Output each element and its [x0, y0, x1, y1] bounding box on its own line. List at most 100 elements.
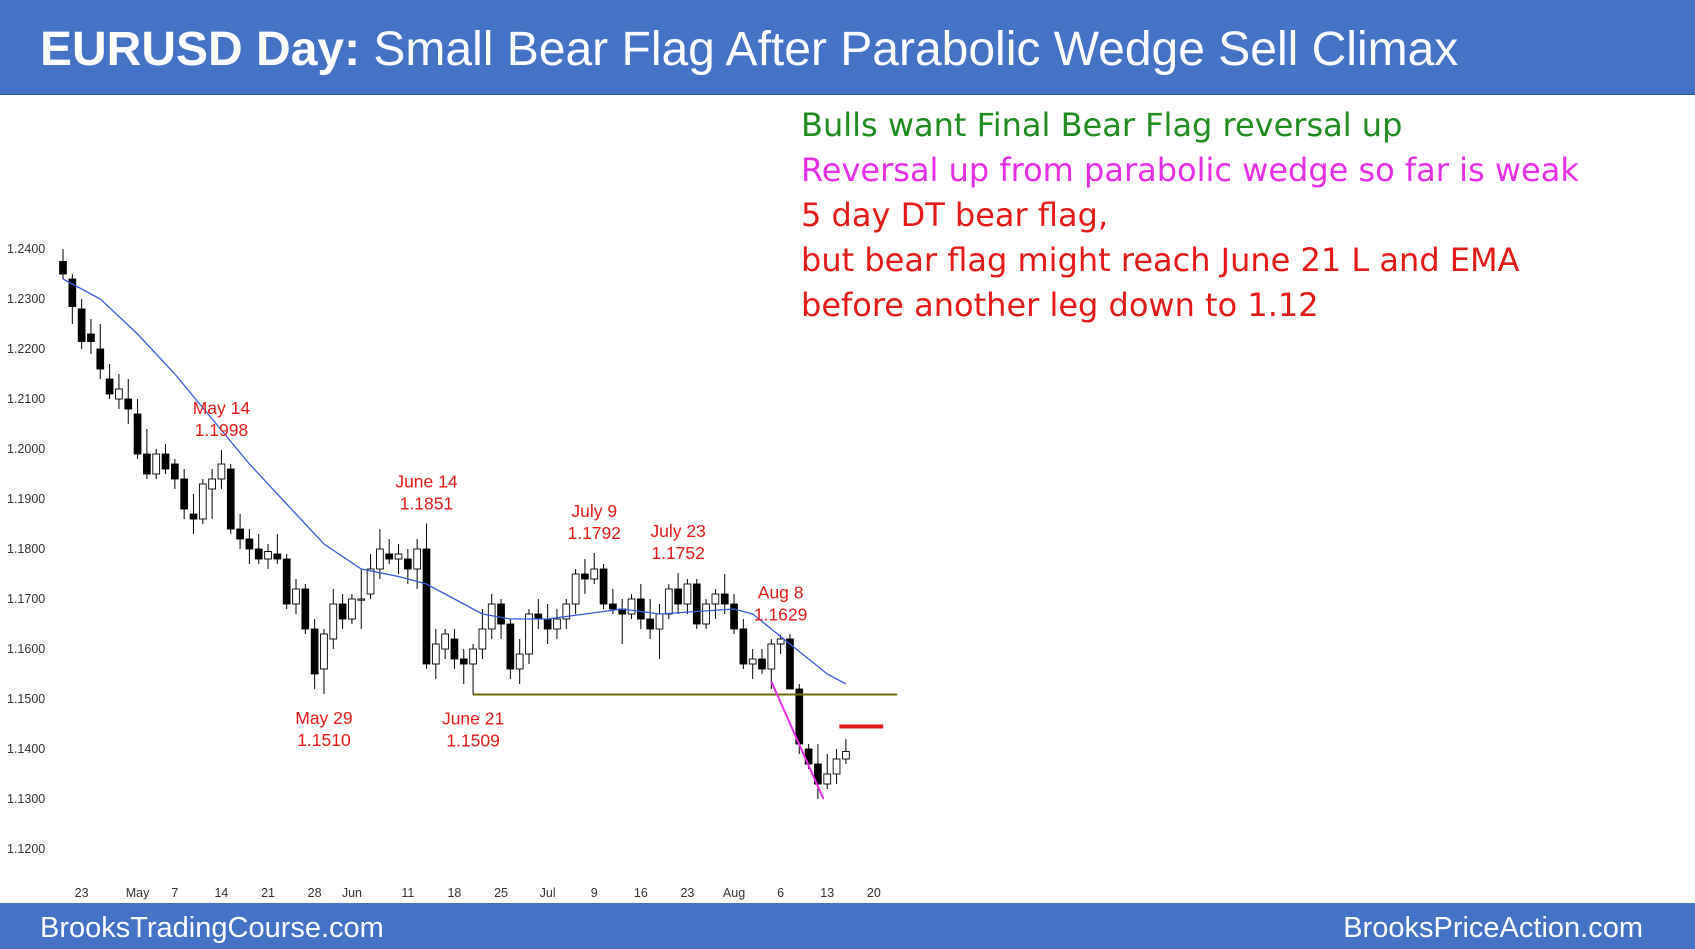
candle: [320, 629, 328, 694]
candle: [776, 634, 785, 654]
swing-label-name: July 23: [650, 521, 705, 541]
candle-body: [394, 553, 403, 560]
x-tick-label: 7: [171, 886, 178, 900]
y-tick-label: 1.2400: [7, 242, 45, 256]
candle: [581, 559, 589, 594]
candle: [208, 469, 216, 519]
candle: [842, 739, 850, 764]
candle: [497, 599, 505, 639]
candle-body: [590, 568, 599, 580]
candle: [115, 374, 123, 409]
footer-site-right: BrooksPriceAction.com: [1343, 912, 1643, 944]
candle-body: [739, 628, 748, 665]
candle: [413, 539, 422, 589]
y-tick-label: 1.1900: [7, 492, 45, 506]
candle: [96, 324, 105, 379]
candle: [385, 539, 394, 564]
title-banner: EURUSD Day: Small Bear Flag After Parabo…: [0, 0, 1695, 95]
candle: [627, 594, 636, 619]
candle-body: [357, 598, 366, 601]
candle: [376, 529, 384, 579]
candle-body: [534, 613, 543, 620]
candle-body: [441, 633, 449, 650]
candle: [301, 584, 310, 634]
parabolic-wedge-trendline: [770, 681, 825, 800]
candle-body: [273, 553, 282, 560]
candle: [543, 604, 552, 644]
candle: [636, 584, 645, 629]
swing-label-value: 1.1752: [651, 543, 705, 563]
candle: [711, 589, 720, 619]
candle-body: [310, 628, 319, 675]
candle-body: [161, 453, 170, 470]
candle: [59, 249, 67, 279]
annotation-june21-ema: but bear flag might reach June 21 L and …: [801, 241, 1520, 279]
candle: [599, 564, 608, 609]
candle: [170, 459, 179, 489]
candle-body: [282, 558, 291, 605]
candle: [282, 554, 291, 609]
candle-body: [422, 548, 431, 665]
candle: [264, 544, 272, 569]
candle: [348, 594, 356, 624]
candle-body: [553, 618, 561, 630]
candle-body: [208, 478, 216, 490]
candle-body: [609, 603, 617, 610]
candle-body: [786, 638, 794, 690]
candle-body: [459, 658, 468, 665]
candle: [748, 649, 757, 679]
candle-body: [338, 603, 347, 620]
candle-body: [823, 773, 832, 785]
swing-label-name: Aug 8: [758, 583, 804, 603]
candle-body: [748, 658, 757, 665]
candle: [469, 644, 477, 695]
candle: [683, 579, 692, 614]
candlestick-series: [59, 249, 850, 799]
x-tick-label: 13: [820, 886, 834, 900]
candle: [180, 469, 189, 519]
candle: [105, 364, 114, 399]
candle: [730, 594, 738, 634]
candle-body: [68, 278, 77, 307]
candle: [245, 529, 254, 564]
candle: [459, 649, 468, 684]
candle: [77, 299, 86, 349]
x-tick-label: 9: [591, 886, 598, 900]
annotation-weak-reversal: Reversal up from parabolic wedge so far …: [801, 151, 1579, 189]
y-tick-label: 1.2300: [7, 292, 45, 306]
candle-body: [525, 613, 533, 655]
candle-body: [198, 483, 207, 520]
candle: [143, 429, 151, 479]
candle-body: [385, 553, 394, 560]
x-axis: 23 May 7 14 21 28 Jun 11 18 25 Jul 9 16 23 Aug 6 13 20: [75, 886, 881, 900]
candle: [422, 523, 431, 669]
candle-body: [170, 463, 179, 480]
candle: [702, 599, 710, 629]
x-tick-label: 28: [308, 886, 322, 900]
candle: [618, 599, 627, 644]
candle-body: [776, 638, 785, 645]
candle-body: [376, 548, 384, 570]
x-tick-label: Aug: [723, 886, 745, 900]
candle-body: [264, 551, 272, 560]
candle: [450, 629, 459, 669]
candle-body: [366, 568, 375, 595]
candle-body: [627, 598, 636, 615]
swing-label-name: June 21: [442, 709, 504, 729]
candle-body: [543, 618, 552, 630]
candle: [217, 450, 226, 489]
candle: [553, 609, 561, 639]
swing-label-name: June 14: [395, 472, 458, 492]
candle: [273, 534, 282, 564]
candle: [739, 619, 748, 669]
candle: [152, 449, 161, 479]
candle: [720, 574, 729, 614]
candle-body: [711, 593, 720, 605]
candle-body: [497, 603, 505, 625]
candle-body: [87, 333, 95, 342]
candle: [590, 553, 599, 584]
candle: [431, 629, 440, 679]
y-tick-label: 1.1300: [7, 792, 45, 806]
y-tick-label: 1.2000: [7, 442, 45, 456]
annotation-bulls-final-flag: Bulls want Final Bear Flag reversal up: [801, 106, 1403, 144]
